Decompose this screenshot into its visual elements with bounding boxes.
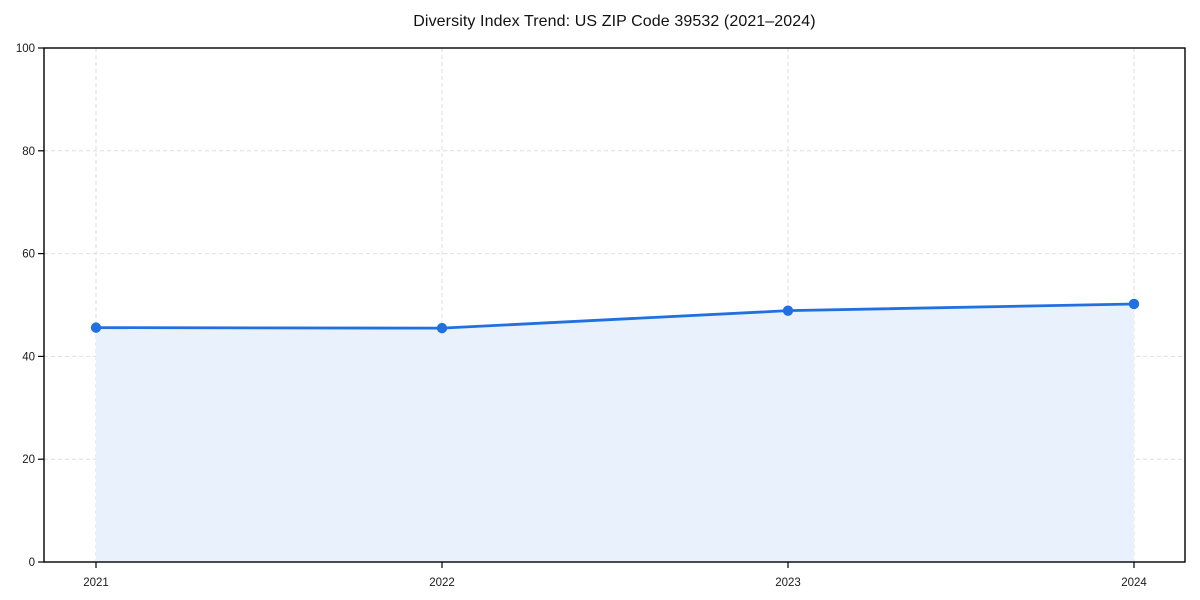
y-tick-label: 80 <box>22 146 35 158</box>
x-tick-label: 2022 <box>429 577 455 589</box>
y-tick-label: 20 <box>22 454 35 466</box>
axes-frame <box>43 47 1186 563</box>
x-tick-label: 2023 <box>775 577 801 589</box>
y-tick-label: 100 <box>16 43 35 55</box>
x-tick-label: 2021 <box>83 577 109 589</box>
area-fill <box>96 303 1134 562</box>
data-point-marker <box>90 322 102 333</box>
y-tick-label: 60 <box>22 249 35 261</box>
data-point-marker <box>782 305 794 316</box>
y-tick-label: 0 <box>29 557 35 569</box>
data-point-marker <box>436 322 448 334</box>
y-tick-label: 40 <box>22 351 35 363</box>
data-point-marker <box>1128 298 1140 310</box>
chart-title: Diversity Index Trend: US ZIP Code 39532… <box>413 13 816 30</box>
x-tick-label: 2024 <box>1121 577 1147 589</box>
trend-line <box>94 302 1136 330</box>
